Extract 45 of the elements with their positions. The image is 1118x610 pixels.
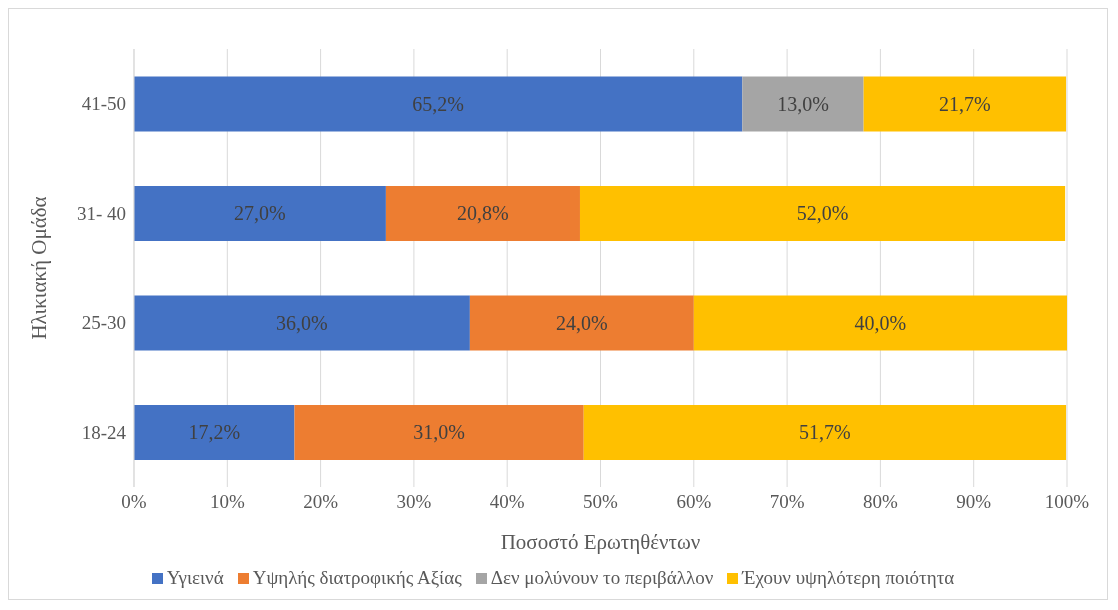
data-label: 17,2%	[188, 421, 241, 444]
data-label: 51,7%	[799, 421, 851, 444]
y-axis-title: Ηλικιακή Ομάδα	[27, 196, 52, 340]
x-tick-label: 50%	[583, 491, 619, 513]
x-tick-label: 0%	[121, 491, 147, 513]
x-tick-label: 10%	[209, 491, 245, 513]
data-label: 27,0%	[234, 202, 286, 225]
bar	[134, 295, 470, 351]
bar	[294, 404, 584, 460]
bar	[134, 185, 386, 241]
data-label: 13,0%	[777, 92, 829, 115]
y-tick-label: 18-24	[81, 421, 127, 443]
x-axis-title: Ποσοστό Ερωτηθέντων	[500, 530, 701, 554]
x-tick-label: 90%	[956, 491, 992, 513]
data-label: 40,0%	[854, 311, 907, 334]
data-label: 20,8%	[457, 202, 509, 225]
data-label: 52,0%	[796, 202, 849, 225]
bar	[385, 185, 580, 241]
x-tick-label: 30%	[396, 491, 432, 513]
y-tick-label: 25-30	[81, 312, 126, 334]
legend-label: Υγιεινά	[165, 567, 224, 589]
bar	[134, 76, 743, 132]
data-label: 31,0%	[413, 421, 465, 444]
x-tick-label: 20%	[303, 491, 339, 513]
bar	[693, 295, 1067, 351]
x-tick-label: 70%	[769, 491, 805, 513]
x-tick-label: 60%	[676, 491, 712, 513]
x-tick-label: 80%	[862, 491, 898, 513]
bar	[583, 404, 1067, 460]
bar	[469, 295, 694, 351]
legend-label: Υψηλής διατροφικής Αξίας	[251, 567, 462, 589]
legend-label: Έχουν υψηλότερη ποιότητα	[740, 567, 955, 589]
bar	[863, 76, 1067, 132]
x-tick-label: 40%	[489, 491, 525, 513]
data-label: 36,0%	[276, 311, 328, 334]
y-tick-label: 41-50	[81, 93, 126, 115]
bar	[742, 76, 864, 132]
data-label: 65,2%	[412, 92, 464, 115]
bar	[579, 185, 1066, 241]
data-label: 21,7%	[939, 92, 991, 115]
y-tick-label: 31- 40	[76, 202, 126, 224]
bar	[134, 404, 295, 460]
data-label: 24,0%	[556, 311, 608, 334]
x-tick-label: 100%	[1044, 491, 1090, 513]
legend-label: Δεν μολύνουν το περιβάλλον	[489, 567, 714, 589]
